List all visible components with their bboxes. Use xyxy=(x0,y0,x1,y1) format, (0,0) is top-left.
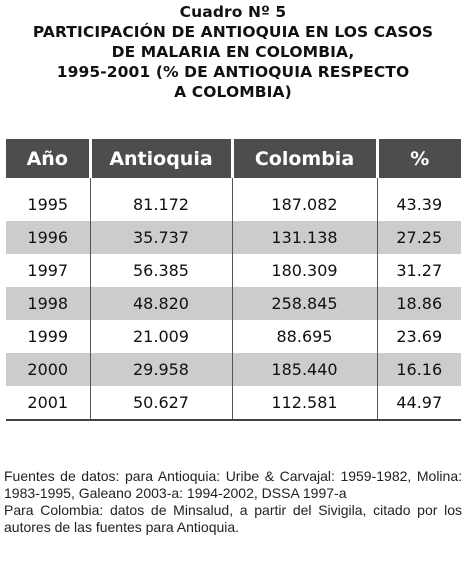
table-row: 1997 56.385 180.309 31.27 xyxy=(6,254,461,287)
cell-percent: 18.86 xyxy=(376,287,461,320)
cell-antioquia: 29.958 xyxy=(89,353,232,386)
table-row: 1999 21.009 88.695 23.69 xyxy=(6,320,461,353)
cell-antioquia: 56.385 xyxy=(89,254,232,287)
table-title: Cuadro Nº 5 PARTICIPACIÓN DE ANTIOQUIA E… xyxy=(0,2,466,102)
cell-colombia: 88.695 xyxy=(231,320,377,353)
cell-percent: 43.39 xyxy=(376,188,461,221)
title-line: PARTICIPACIÓN DE ANTIOQUIA EN LOS CASOS xyxy=(32,23,434,41)
note-antioquia: Fuentes de datos: para Antioquia: Uribe … xyxy=(4,468,462,501)
header-percent: % xyxy=(375,139,461,178)
table-row: 2001 50.627 112.581 44.97 xyxy=(6,386,461,421)
table-body: 1995 81.172 187.082 43.39 1996 35.737 131.138 2… xyxy=(6,178,461,421)
title-line: 1995-2001 (% DE ANTIOQUIA RESPECTO xyxy=(56,63,410,81)
cell-year: 2001 xyxy=(6,386,90,421)
table-row: 1998 48.820 258.845 18.86 xyxy=(6,287,461,320)
title-line: DE MALARIA EN COLOMBIA, xyxy=(111,43,355,61)
header-year: Año xyxy=(6,139,90,178)
cell-percent: 27.25 xyxy=(376,221,461,254)
source-notes: Fuentes de datos: para Antioquia: Uribe … xyxy=(4,468,462,536)
cell-colombia: 185.440 xyxy=(231,353,377,386)
cell-colombia: 258.845 xyxy=(231,287,377,320)
title-line: A COLOMBIA) xyxy=(174,83,292,101)
title-line: Cuadro Nº 5 xyxy=(179,3,287,21)
cell-year: 1998 xyxy=(6,287,90,320)
cell-antioquia: 50.627 xyxy=(89,386,232,421)
cell-year: 1995 xyxy=(27,195,69,214)
cell-antioquia: 21.009 xyxy=(89,320,232,353)
cell-colombia: 180.309 xyxy=(231,254,377,287)
table-row: 1996 35.737 131.138 27.25 xyxy=(6,221,461,254)
cell-antioquia: 35.737 xyxy=(89,221,232,254)
cell-colombia: 187.082 xyxy=(231,188,377,221)
header-colombia: Colombia xyxy=(230,139,377,178)
header-row: Año Antioquia Colombia % xyxy=(6,139,461,178)
cell-year: 2000 xyxy=(6,353,90,386)
cell-year: 1999 xyxy=(27,327,69,346)
cell-antioquia: 81.172 xyxy=(89,188,232,221)
malaria-table: Año Antioquia Colombia % 1995 81.172 187.0… xyxy=(6,139,461,421)
table-row: 1995 81.172 187.082 43.39 xyxy=(6,188,461,221)
cell-antioquia: 48.820 xyxy=(89,287,232,320)
cell-percent: 44.97 xyxy=(376,386,461,421)
cell-colombia: 112.581 xyxy=(231,386,377,421)
cell-percent: 16.16 xyxy=(376,353,461,386)
cell-year: 1997 xyxy=(27,261,69,280)
table-row: 2000 29.958 185.440 16.16 xyxy=(6,353,461,386)
cell-percent: 23.69 xyxy=(376,320,461,353)
cell-percent: 31.27 xyxy=(376,254,461,287)
cell-colombia: 131.138 xyxy=(231,221,377,254)
note-colombia: Para Colombia: datos de Minsalud, a part… xyxy=(4,502,462,535)
header-antioquia: Antioquia xyxy=(88,139,232,178)
cell-year: 1996 xyxy=(6,221,90,254)
